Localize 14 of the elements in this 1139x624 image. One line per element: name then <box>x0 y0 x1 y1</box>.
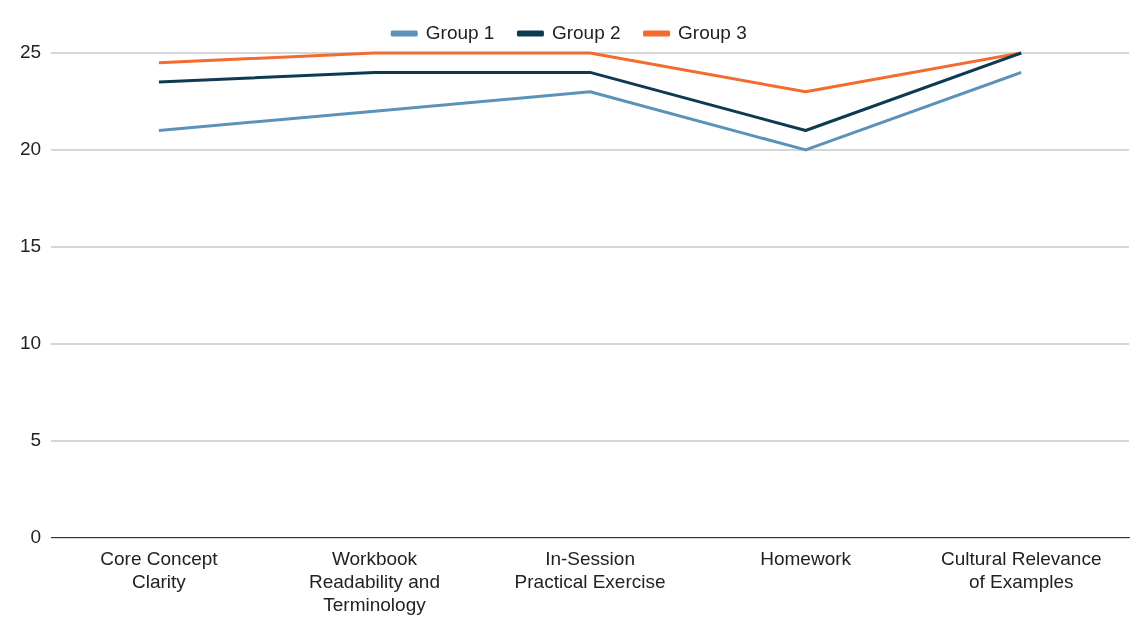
legend-label: Group 1 <box>425 21 495 43</box>
x-tick-label: Core Concept Clarity <box>100 548 219 593</box>
y-tick-label: 5 <box>30 428 42 450</box>
legend-label: Group 2 <box>551 21 621 43</box>
x-tick-label: In-Session Practical Exercise <box>514 548 666 593</box>
x-tick-label: Homework <box>760 548 852 570</box>
y-tick-label: 25 <box>19 41 42 63</box>
y-tick-label: 10 <box>19 331 42 353</box>
y-tick-label: 20 <box>19 138 42 160</box>
x-tick-label: Workbook Readability and Terminology <box>309 548 440 615</box>
y-tick-label: 15 <box>19 235 42 257</box>
y-tick-label: 0 <box>30 525 42 547</box>
x-tick-label: Cultural Relevance of Examples <box>940 548 1102 593</box>
legend-label: Group 3 <box>678 21 747 43</box>
